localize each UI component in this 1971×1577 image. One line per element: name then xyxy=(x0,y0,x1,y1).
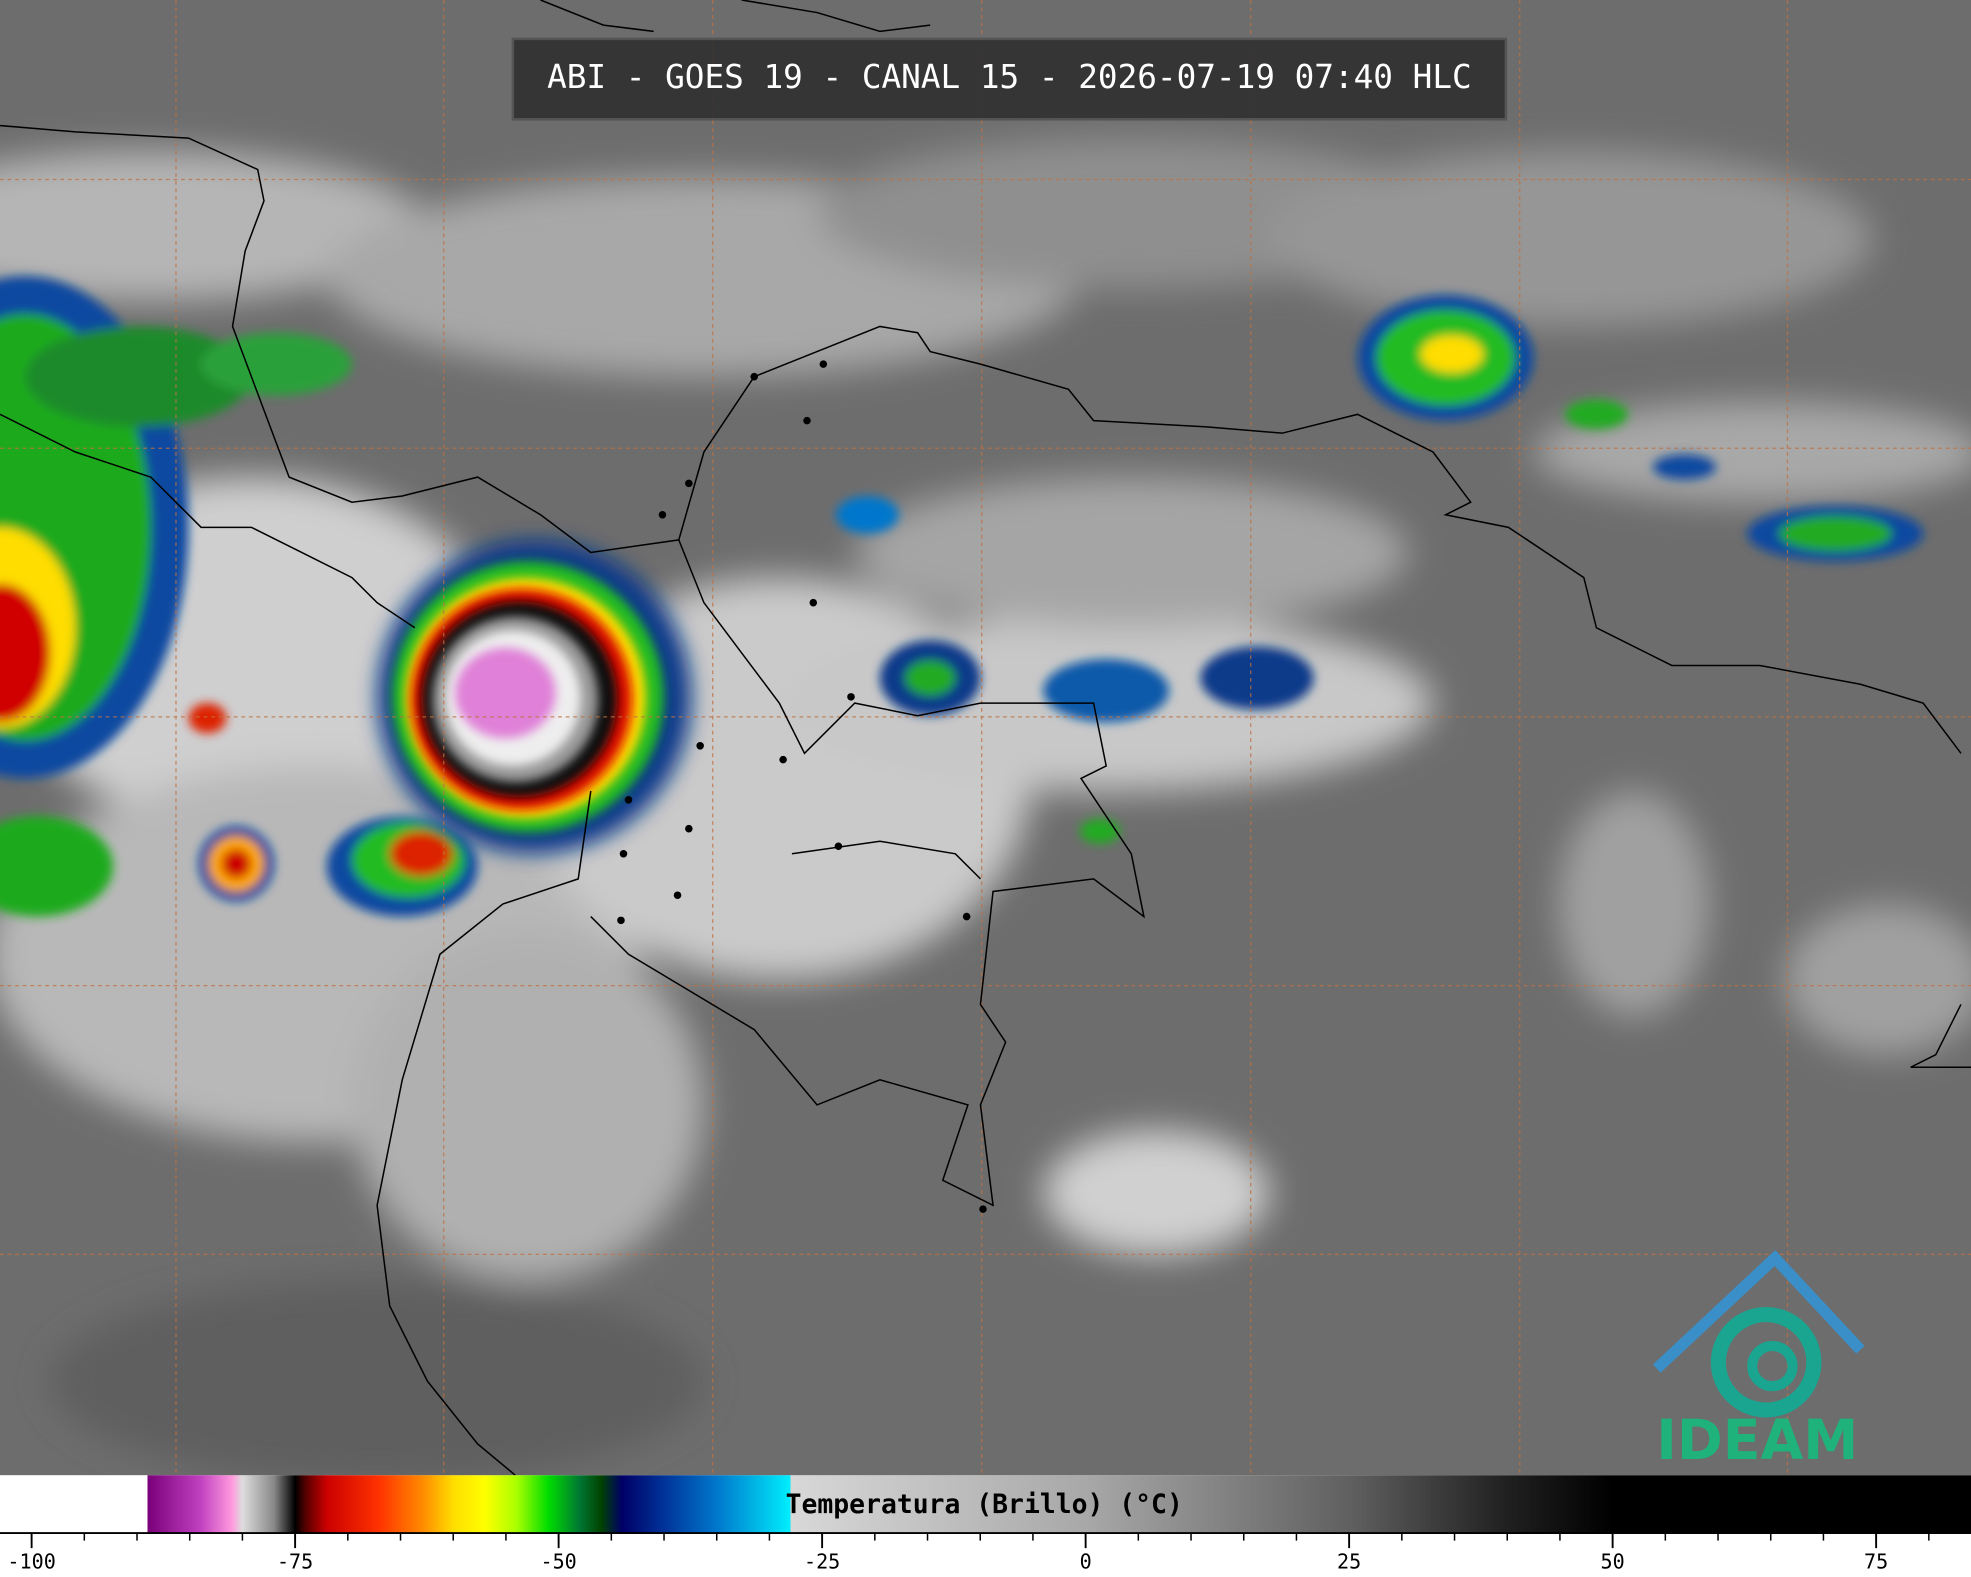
convection xyxy=(0,276,1924,917)
colorbar-label: Temperatura (Brillo) (°C) xyxy=(786,1490,1183,1520)
tick-label: -50 xyxy=(540,1550,576,1574)
tick-label: -75 xyxy=(277,1550,313,1574)
colorbar: Temperatura (Brillo) (°C) -100 -75 -50 -25 0… xyxy=(0,1475,1971,1577)
coastlines xyxy=(0,0,1971,1476)
tick-label: -25 xyxy=(804,1550,840,1574)
logo-text: IDEAM xyxy=(1656,1409,1858,1473)
cities xyxy=(617,360,987,1213)
map-title: ABI - GOES 19 - CANAL 15 - 2026-07-19 07… xyxy=(547,58,1472,96)
hurricane xyxy=(377,539,692,854)
tick-label: 50 xyxy=(1601,1550,1625,1574)
colorbar-gradient xyxy=(0,1475,1971,1534)
tick-label: -100 xyxy=(7,1550,55,1574)
title-box: ABI - GOES 19 - CANAL 15 - 2026-07-19 07… xyxy=(511,37,1508,121)
tick-label: 0 xyxy=(1080,1550,1092,1574)
grid xyxy=(0,0,1971,1476)
ideam-logo: IDEAM xyxy=(1652,1250,1865,1473)
tick-label: 25 xyxy=(1337,1550,1361,1574)
tick-label: 75 xyxy=(1864,1550,1888,1574)
